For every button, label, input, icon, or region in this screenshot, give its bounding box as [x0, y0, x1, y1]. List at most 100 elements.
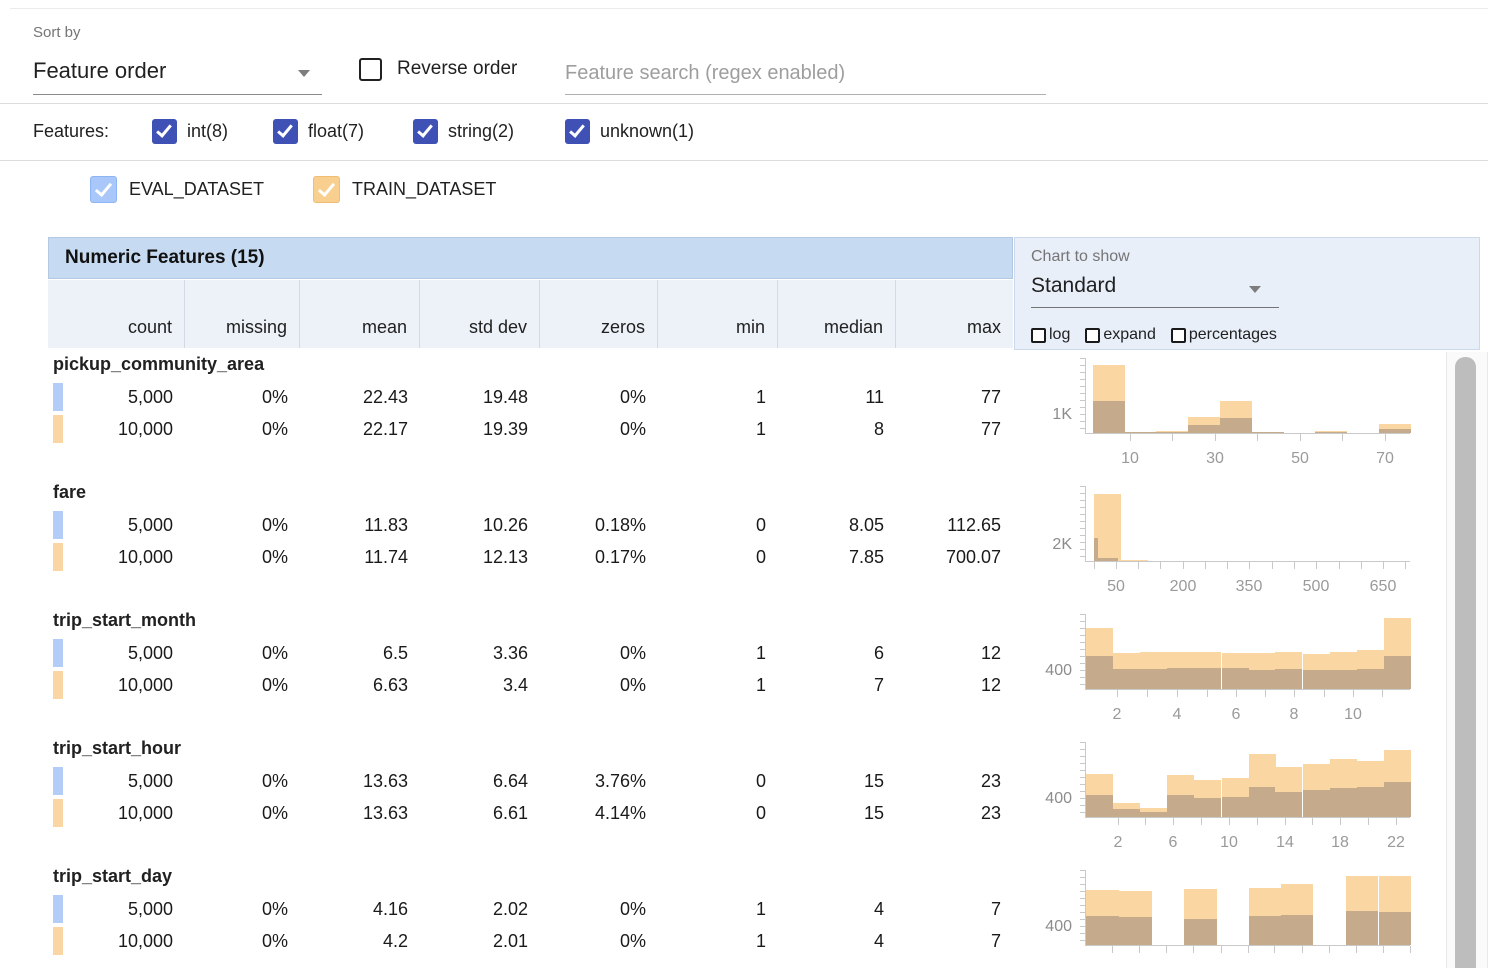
histogram-fare — [1085, 486, 1410, 562]
histogram-trip_start_day — [1085, 870, 1410, 946]
y-axis-ticks — [1080, 742, 1085, 818]
x-axis-tick — [1302, 946, 1303, 953]
x-axis-tick — [1248, 946, 1249, 953]
sort-by-dropdown[interactable]: Feature order — [33, 52, 322, 95]
eval-bar — [1093, 401, 1125, 433]
x-axis-tick — [1177, 690, 1178, 697]
stat-median: 7 — [778, 670, 896, 700]
features-filter-label: Features: — [33, 121, 109, 142]
feature-search-input[interactable] — [565, 52, 1046, 95]
stats-row-train: 10,0000%22.1719.390%1877 — [48, 414, 1013, 444]
stat-min: 0 — [658, 798, 778, 828]
stat-count: 5,000 — [48, 510, 185, 540]
stat-min: 1 — [658, 670, 778, 700]
stat-max: 7 — [896, 894, 1013, 924]
x-axis-tick — [1249, 562, 1250, 569]
x-axis-tick-label: 14 — [1263, 834, 1307, 852]
type-checkbox-float[interactable] — [273, 119, 298, 144]
eval-bar — [1384, 656, 1411, 689]
stat-mean: 6.5 — [300, 638, 420, 668]
sort-by-label: Sort by — [33, 24, 81, 41]
x-axis-tick — [1383, 562, 1384, 569]
eval-bar — [1098, 558, 1118, 561]
chart-type-dropdown[interactable]: Standard — [1031, 272, 1279, 308]
x-axis-tick — [1368, 818, 1369, 825]
x-axis-tick — [1300, 434, 1301, 441]
eval-bar — [1275, 792, 1302, 817]
x-axis-tick — [1339, 562, 1340, 569]
eval-bar — [1379, 429, 1411, 433]
eval-bar — [1167, 795, 1194, 817]
stats-row-eval: 5,0000%22.4319.480%11177 — [48, 382, 1013, 412]
stat-zeros: 0% — [540, 926, 658, 956]
x-axis-tick-label: 2 — [1095, 706, 1139, 724]
stat-mean: 22.17 — [300, 414, 420, 444]
x-axis-tick — [1207, 690, 1208, 697]
stat-zeros: 0.18% — [540, 510, 658, 540]
x-axis-tick — [1112, 946, 1113, 953]
log-checkbox[interactable] — [1031, 328, 1046, 343]
stat-missing: 0% — [185, 542, 300, 572]
stat-median: 4 — [778, 894, 896, 924]
x-axis-tick-label: 200 — [1161, 578, 1205, 596]
column-header-min: min — [658, 280, 778, 348]
type-checkbox-unknown[interactable] — [565, 119, 590, 144]
eval-bar — [1249, 670, 1276, 689]
stat-mean: 4.16 — [300, 894, 420, 924]
expand-checkbox[interactable] — [1085, 328, 1100, 343]
stat-min: 0 — [658, 542, 778, 572]
x-axis-tick — [1221, 946, 1222, 953]
train-bar — [1094, 494, 1121, 561]
feature-block-pickup_community_area: pickup_community_area5,0000%22.4319.480%… — [0, 352, 1488, 480]
eval-bar — [1346, 911, 1378, 945]
scrollbar-thumb[interactable] — [1455, 357, 1476, 968]
x-axis-tick — [1294, 690, 1295, 697]
dataset-checkbox-eval[interactable] — [90, 176, 117, 203]
type-label-unknown: unknown(1) — [600, 121, 694, 142]
chart-option-percentages[interactable]: percentages — [1171, 326, 1277, 344]
stat-median: 11 — [778, 382, 896, 412]
stats-row-train: 10,0000%4.22.010%147 — [48, 926, 1013, 956]
x-axis-tick — [1383, 946, 1384, 953]
eval-bar — [1156, 432, 1188, 433]
column-header-max: max — [896, 280, 1013, 348]
stat-min: 1 — [658, 894, 778, 924]
x-axis-tick-label: 10 — [1108, 450, 1152, 468]
eval-bar — [1379, 912, 1411, 945]
check-icon — [95, 179, 112, 197]
eval-bar — [1119, 917, 1152, 945]
log-label: log — [1049, 326, 1070, 344]
percentages-checkbox[interactable] — [1171, 328, 1186, 343]
x-axis-tick — [1356, 946, 1357, 953]
eval-bar — [1140, 669, 1167, 689]
stat-std-dev: 2.01 — [420, 926, 540, 956]
stat-mean: 4.2 — [300, 926, 420, 956]
stat-min: 1 — [658, 638, 778, 668]
reverse-order-checkbox[interactable] — [359, 58, 382, 81]
scrollbar-track[interactable] — [1446, 352, 1488, 968]
dataset-checkbox-train[interactable] — [313, 176, 340, 203]
eval-bar — [1184, 919, 1217, 945]
stat-std-dev: 6.61 — [420, 798, 540, 828]
feature-name: trip_start_day — [53, 866, 172, 887]
chart-option-toggles: log expand percentages — [1031, 326, 1277, 344]
eval-bar — [1249, 787, 1276, 817]
check-icon — [156, 121, 172, 138]
divider — [0, 160, 1488, 161]
chart-type-value: Standard — [1031, 274, 1116, 298]
reverse-order-label: Reverse order — [397, 58, 517, 80]
type-checkbox-string[interactable] — [413, 119, 438, 144]
x-axis-tick — [1118, 818, 1119, 825]
stats-row-eval: 5,0000%13.636.643.76%01523 — [48, 766, 1013, 796]
column-header-mean: mean — [300, 280, 420, 348]
stat-std-dev: 19.48 — [420, 382, 540, 412]
x-axis-tick-label: 50 — [1094, 578, 1138, 596]
stat-mean: 6.63 — [300, 670, 420, 700]
y-axis-ticks — [1080, 870, 1085, 946]
stat-std-dev: 6.64 — [420, 766, 540, 796]
stat-zeros: 0% — [540, 670, 658, 700]
y-axis-label: 400 — [1010, 662, 1072, 680]
chart-option-expand[interactable]: expand — [1085, 326, 1156, 344]
type-checkbox-int[interactable] — [152, 119, 177, 144]
chart-option-log[interactable]: log — [1031, 326, 1070, 344]
